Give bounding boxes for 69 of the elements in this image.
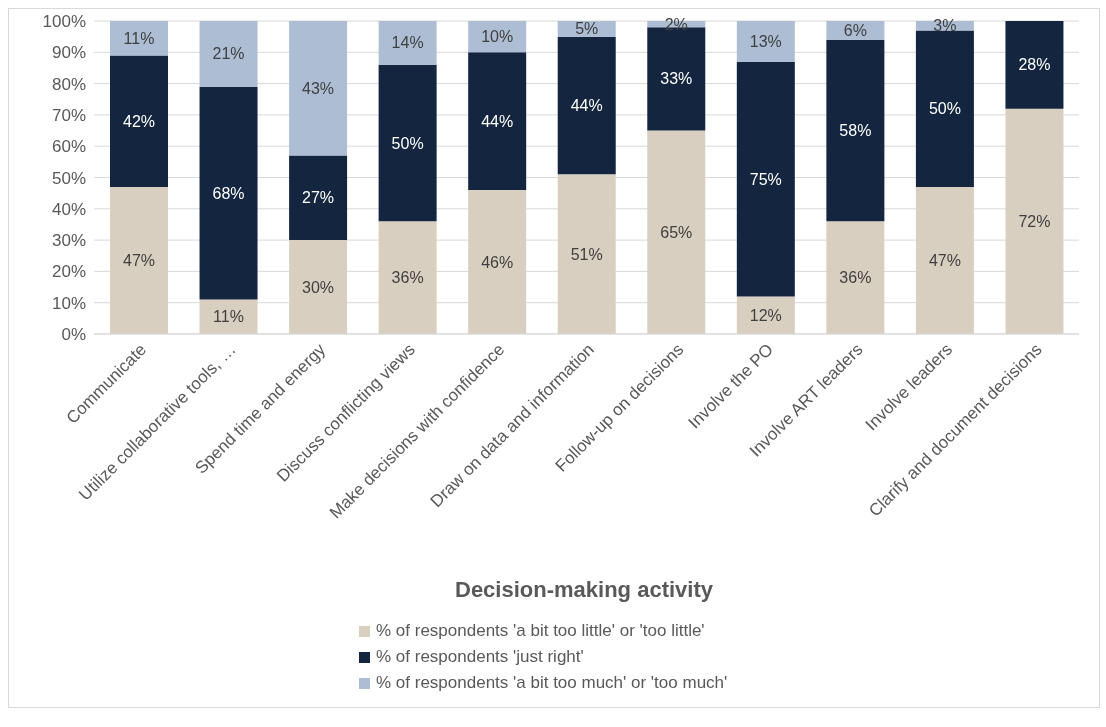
bar: [647, 130, 706, 334]
data-label: 68%: [212, 184, 245, 202]
bar: [468, 52, 527, 191]
data-label: 44%: [570, 97, 603, 115]
data-label: 14%: [391, 34, 424, 52]
data-label: 75%: [749, 170, 782, 188]
data-label: 21%: [212, 45, 245, 63]
data-label: 11%: [123, 29, 155, 47]
y-tick-label: 10%: [51, 293, 86, 313]
data-label: 58%: [839, 122, 872, 140]
legend-label: % of respondents 'a bit too much' or 'too much': [376, 673, 728, 693]
data-label: 51%: [570, 245, 603, 263]
bar: [826, 39, 885, 222]
y-tick-label: 30%: [51, 231, 86, 251]
bar: [557, 174, 616, 334]
legend-label: % of respondents 'just right': [376, 647, 584, 667]
data-label: 36%: [839, 269, 872, 287]
data-label: 11%: [213, 308, 244, 326]
data-label: 65%: [660, 223, 693, 241]
data-label: 44%: [481, 112, 514, 130]
bar: [915, 30, 974, 187]
bar: [736, 61, 795, 297]
bar: [289, 240, 348, 334]
bar: [199, 21, 258, 87]
y-tick-label: 90%: [51, 43, 86, 63]
bar: [1005, 108, 1064, 334]
x-axis-title: Decision-making activity: [454, 577, 714, 603]
data-label: 46%: [481, 253, 514, 271]
bar: [468, 190, 527, 334]
data-label: 47%: [122, 251, 156, 269]
bar: [289, 21, 348, 156]
y-tick-label: 0%: [61, 325, 86, 345]
data-label: 10%: [481, 28, 514, 46]
y-tick-label: 20%: [51, 262, 86, 282]
legend-label: % of respondents 'a bit too little' or 'too little': [376, 621, 705, 641]
bar: [378, 64, 437, 222]
bar: [378, 221, 437, 334]
y-tick-label: 70%: [51, 105, 86, 125]
data-label: 47%: [928, 251, 961, 269]
y-tick-label: 40%: [51, 199, 86, 219]
data-label: 6%: [843, 21, 867, 39]
data-label: 13%: [749, 32, 782, 50]
data-label: 50%: [391, 134, 424, 152]
data-label: 27%: [302, 189, 335, 207]
y-tick-label: 60%: [51, 137, 86, 157]
data-label: 12%: [749, 306, 782, 324]
bar: [110, 186, 168, 334]
data-label: 3%: [933, 17, 957, 35]
bar: [289, 155, 348, 241]
bar: [110, 55, 168, 187]
bar: [915, 186, 974, 334]
data-label: 30%: [302, 278, 335, 296]
y-tick-label: 100%: [42, 12, 86, 32]
bar: [378, 21, 437, 65]
bar: [199, 86, 258, 300]
data-label: 33%: [660, 70, 693, 88]
bar: [736, 21, 795, 62]
data-label: 42%: [122, 112, 156, 130]
bar: [1005, 21, 1064, 109]
y-tick-label: 50%: [51, 168, 86, 188]
data-label: 36%: [391, 269, 424, 287]
data-label: 72%: [1018, 212, 1051, 230]
data-label: 5%: [575, 20, 599, 38]
y-tick-label: 80%: [51, 74, 86, 94]
bar: [557, 36, 616, 175]
data-label: 50%: [928, 100, 961, 118]
data-label: 43%: [302, 79, 335, 97]
bar: [826, 221, 885, 334]
data-label: 28%: [1018, 56, 1051, 74]
